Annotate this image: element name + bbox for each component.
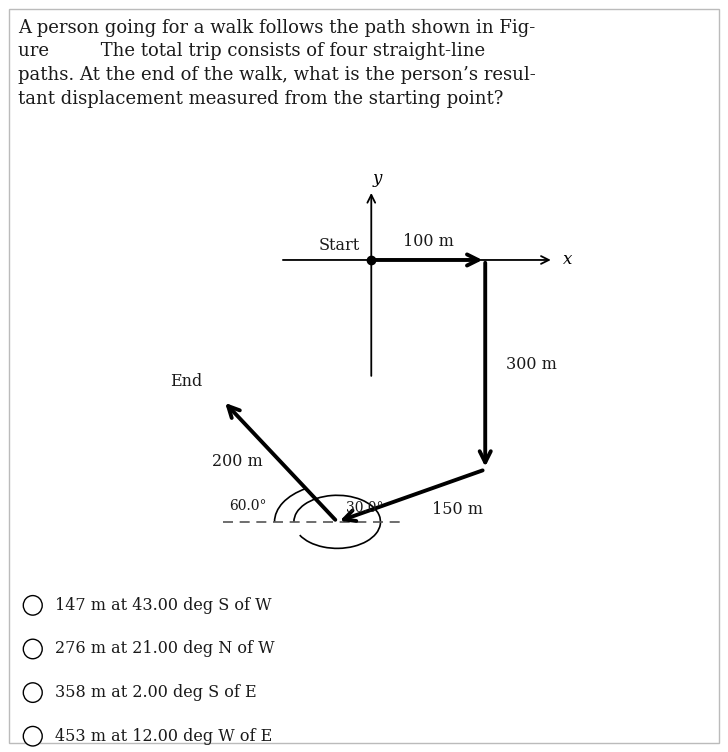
- Circle shape: [23, 726, 42, 746]
- Text: 147 m at 43.00 deg S of W: 147 m at 43.00 deg S of W: [55, 597, 272, 614]
- Text: 100 m: 100 m: [403, 233, 454, 250]
- Text: 276 m at 21.00 deg N of W: 276 m at 21.00 deg N of W: [55, 641, 274, 657]
- FancyBboxPatch shape: [9, 9, 719, 743]
- Text: 358 m at 2.00 deg S of E: 358 m at 2.00 deg S of E: [55, 684, 256, 701]
- Text: Start: Start: [319, 238, 360, 254]
- Circle shape: [23, 639, 42, 659]
- Circle shape: [23, 683, 42, 702]
- Circle shape: [23, 596, 42, 615]
- Text: 200 m: 200 m: [213, 453, 263, 470]
- Text: x: x: [563, 251, 572, 268]
- Text: y: y: [372, 170, 381, 186]
- Text: 150 m: 150 m: [432, 502, 483, 518]
- Text: 60.0°: 60.0°: [229, 499, 266, 514]
- Text: 30.0°: 30.0°: [347, 501, 384, 515]
- Text: End: End: [170, 374, 202, 390]
- Text: 300 m: 300 m: [506, 356, 557, 373]
- Text: A person going for a walk follows the path shown in Fig-
ure         The total t: A person going for a walk follows the pa…: [18, 19, 536, 108]
- Text: 453 m at 12.00 deg W of E: 453 m at 12.00 deg W of E: [55, 728, 272, 744]
